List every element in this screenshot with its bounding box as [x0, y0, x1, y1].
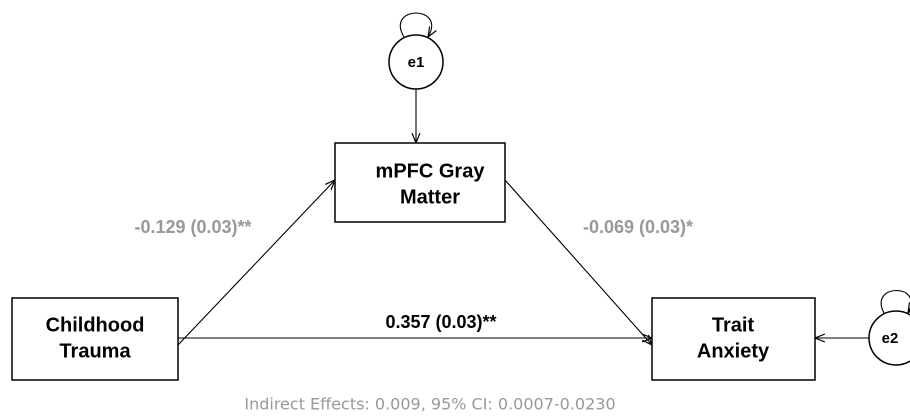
edge-label: 0.357 (0.03)**	[385, 312, 496, 332]
node-label: Childhood	[46, 314, 145, 336]
node-label: Trauma	[59, 340, 131, 362]
node-label: e1	[408, 54, 425, 71]
arrow	[504, 179, 652, 345]
edge-label: -0.129 (0.03)**	[134, 217, 251, 237]
node-label: Anxiety	[697, 340, 770, 362]
self-loop	[880, 289, 910, 314]
node-label: Matter	[400, 186, 460, 208]
self-loop	[399, 12, 431, 37]
error-circle	[868, 310, 910, 366]
node-label: e2	[882, 330, 899, 347]
error-circle	[388, 34, 444, 90]
node-box	[651, 297, 816, 381]
node-box	[11, 297, 179, 381]
arrow	[177, 180, 335, 346]
edge-label: -0.069 (0.03)*	[583, 217, 693, 237]
node-box	[334, 142, 506, 223]
footer: Indirect Effects: 0.009, 95% CI: 0.0007-…	[244, 395, 615, 414]
node-label: Trait	[712, 314, 755, 336]
node-label: mPFC Gray	[376, 160, 486, 182]
